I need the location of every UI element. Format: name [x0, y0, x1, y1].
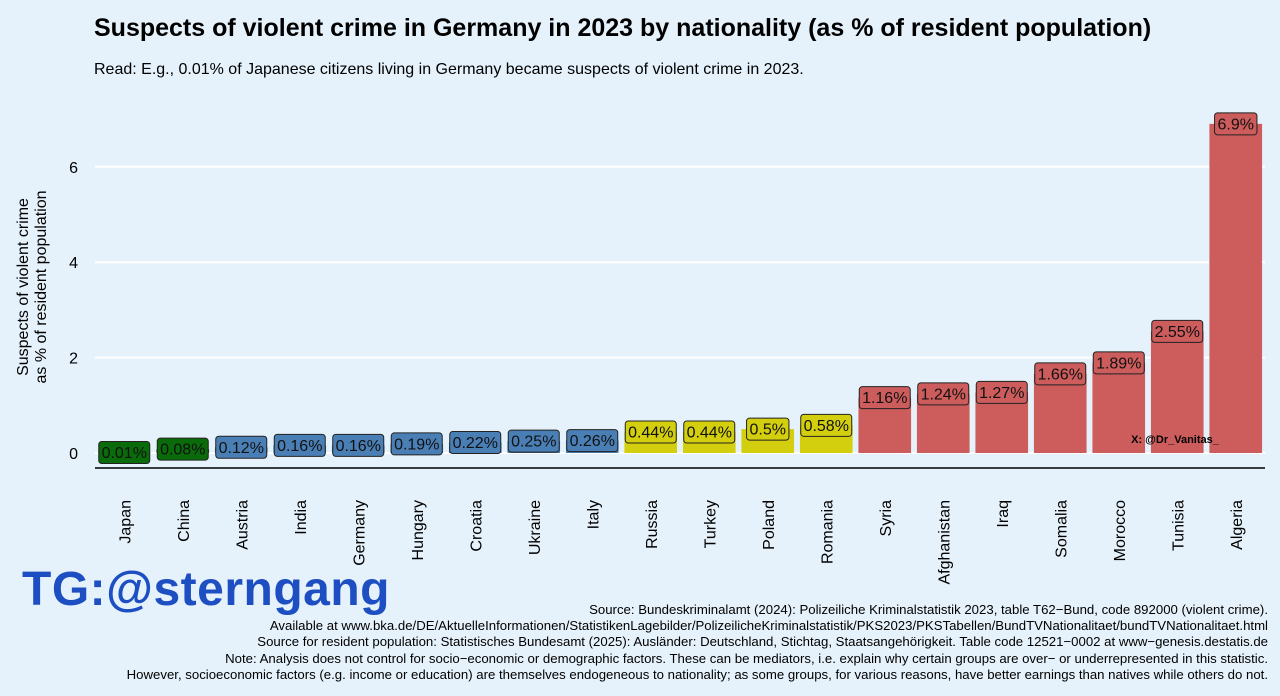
y-tick-label: 0	[69, 446, 78, 463]
data-label: 0.44%	[687, 425, 732, 442]
data-label: 1.89%	[1096, 355, 1141, 372]
data-label: 0.08%	[160, 442, 205, 459]
data-label-box	[215, 435, 268, 459]
data-label-box	[273, 433, 326, 457]
bar	[1033, 373, 1087, 453]
x-tick-label: Morocco	[1112, 500, 1129, 561]
data-label-box	[390, 432, 443, 456]
data-label: 0.12%	[219, 440, 264, 457]
x-axis-ticks: Japan China Austria India Germany Hungary Croa…	[117, 500, 1246, 585]
data-label-box	[1151, 319, 1204, 343]
x-tick-label: India	[293, 500, 310, 535]
bar-chart: Suspects of violent crime as % of residen…	[15, 112, 1265, 585]
x-tick-label: Japan	[117, 500, 134, 544]
x-tick-label: Hungary	[410, 500, 427, 560]
y-tick-label: 6	[69, 160, 78, 177]
data-label: 0.26%	[570, 433, 615, 450]
footer-line: Source for resident population: Statisti…	[257, 634, 1268, 650]
data-label-box	[800, 413, 853, 437]
data-label-box	[1034, 362, 1087, 386]
chart-title: Suspects of violent crime in Germany in …	[94, 14, 1152, 42]
bar	[1092, 362, 1146, 453]
data-label-box	[332, 433, 385, 457]
x-tick-label: Turkey	[702, 500, 719, 548]
data-label: 0.22%	[453, 435, 498, 452]
author-annotation: X: @Dr_Vanitas_	[1131, 434, 1220, 446]
x-tick-label: Syria	[878, 500, 895, 537]
bar	[1209, 123, 1263, 454]
bar	[1150, 331, 1204, 453]
y-axis-title-line: as % of resident population	[33, 190, 50, 383]
source-notes: Source: Bundeskriminalamt (2024): Polize…	[127, 602, 1268, 683]
y-tick-label: 4	[69, 255, 78, 272]
data-labels: 0.01% 0.08% 0.12% 0.16% 0.16% 0.19% 0.22% 0.25%…	[98, 112, 1258, 465]
x-tick-label: Iraq	[995, 500, 1012, 528]
data-label-box	[566, 429, 619, 453]
x-tick-label: China	[176, 500, 193, 542]
data-label-box	[507, 429, 560, 453]
data-label: 0.44%	[628, 425, 673, 442]
x-tick-label: Croatia	[468, 500, 485, 552]
data-label: 0.5%	[750, 422, 786, 439]
data-label-box	[746, 417, 790, 441]
gridlines	[95, 165, 1265, 454]
data-label: 1.27%	[979, 385, 1024, 402]
data-label-box	[1092, 351, 1145, 375]
data-label-box	[1214, 112, 1258, 136]
data-label: 0.19%	[394, 436, 439, 453]
y-tick-label: 2	[69, 351, 78, 368]
data-label-box	[975, 380, 1028, 404]
x-tick-label: Somalia	[1053, 500, 1070, 558]
bars	[97, 123, 1263, 454]
data-label: 0.01%	[102, 445, 147, 462]
x-tick-label: Afghanistan	[936, 500, 953, 585]
data-label-box	[683, 420, 736, 444]
x-tick-label: Germany	[351, 500, 368, 566]
data-label: 0.16%	[336, 438, 381, 455]
data-label-box	[917, 382, 970, 406]
y-axis-title-line: Suspects of violent crime	[15, 198, 32, 376]
x-tick-label: Austria	[234, 500, 251, 550]
footer-line: Available at www.bka.de/DE/AktuelleInfor…	[269, 618, 1268, 634]
data-label-box	[624, 420, 677, 444]
x-tick-label: Italy	[585, 500, 602, 529]
data-label: 0.16%	[277, 438, 322, 455]
x-tick-label: Poland	[761, 500, 778, 550]
x-tick-label: Romania	[819, 500, 836, 564]
data-label: 2.55%	[1155, 324, 1200, 341]
x-tick-label: Tunisia	[1170, 500, 1187, 551]
data-label-box	[449, 431, 502, 455]
x-tick-label: Ukraine	[527, 500, 544, 555]
x-tick-label: Algeria	[1229, 500, 1246, 550]
x-tick-label: Russia	[644, 500, 661, 549]
data-label: 6.9%	[1218, 116, 1254, 133]
watermark: TG:@sterngang	[22, 563, 390, 616]
y-axis-ticks: 0 2 4 6	[69, 160, 78, 463]
y-axis-label: Suspects of violent crime as % of residen…	[15, 190, 50, 383]
data-label: 0.58%	[804, 418, 849, 435]
data-label: 0.25%	[511, 434, 556, 451]
chart-subtitle: Read: E.g., 0.01% of Japanese citizens l…	[94, 61, 804, 78]
data-label-box	[98, 441, 151, 465]
footer-line: Note: Analysis does not control for soci…	[225, 650, 1268, 666]
data-label-box	[858, 386, 911, 410]
data-label: 1.16%	[862, 390, 907, 407]
footer-line: However, socioeconomic factors (e.g. inc…	[126, 666, 1268, 682]
data-label: 1.24%	[921, 386, 966, 403]
footer-line: Source: Bundeskriminalamt (2024): Polize…	[589, 602, 1268, 617]
data-label-box	[156, 437, 209, 461]
data-label: 1.66%	[1038, 366, 1083, 383]
